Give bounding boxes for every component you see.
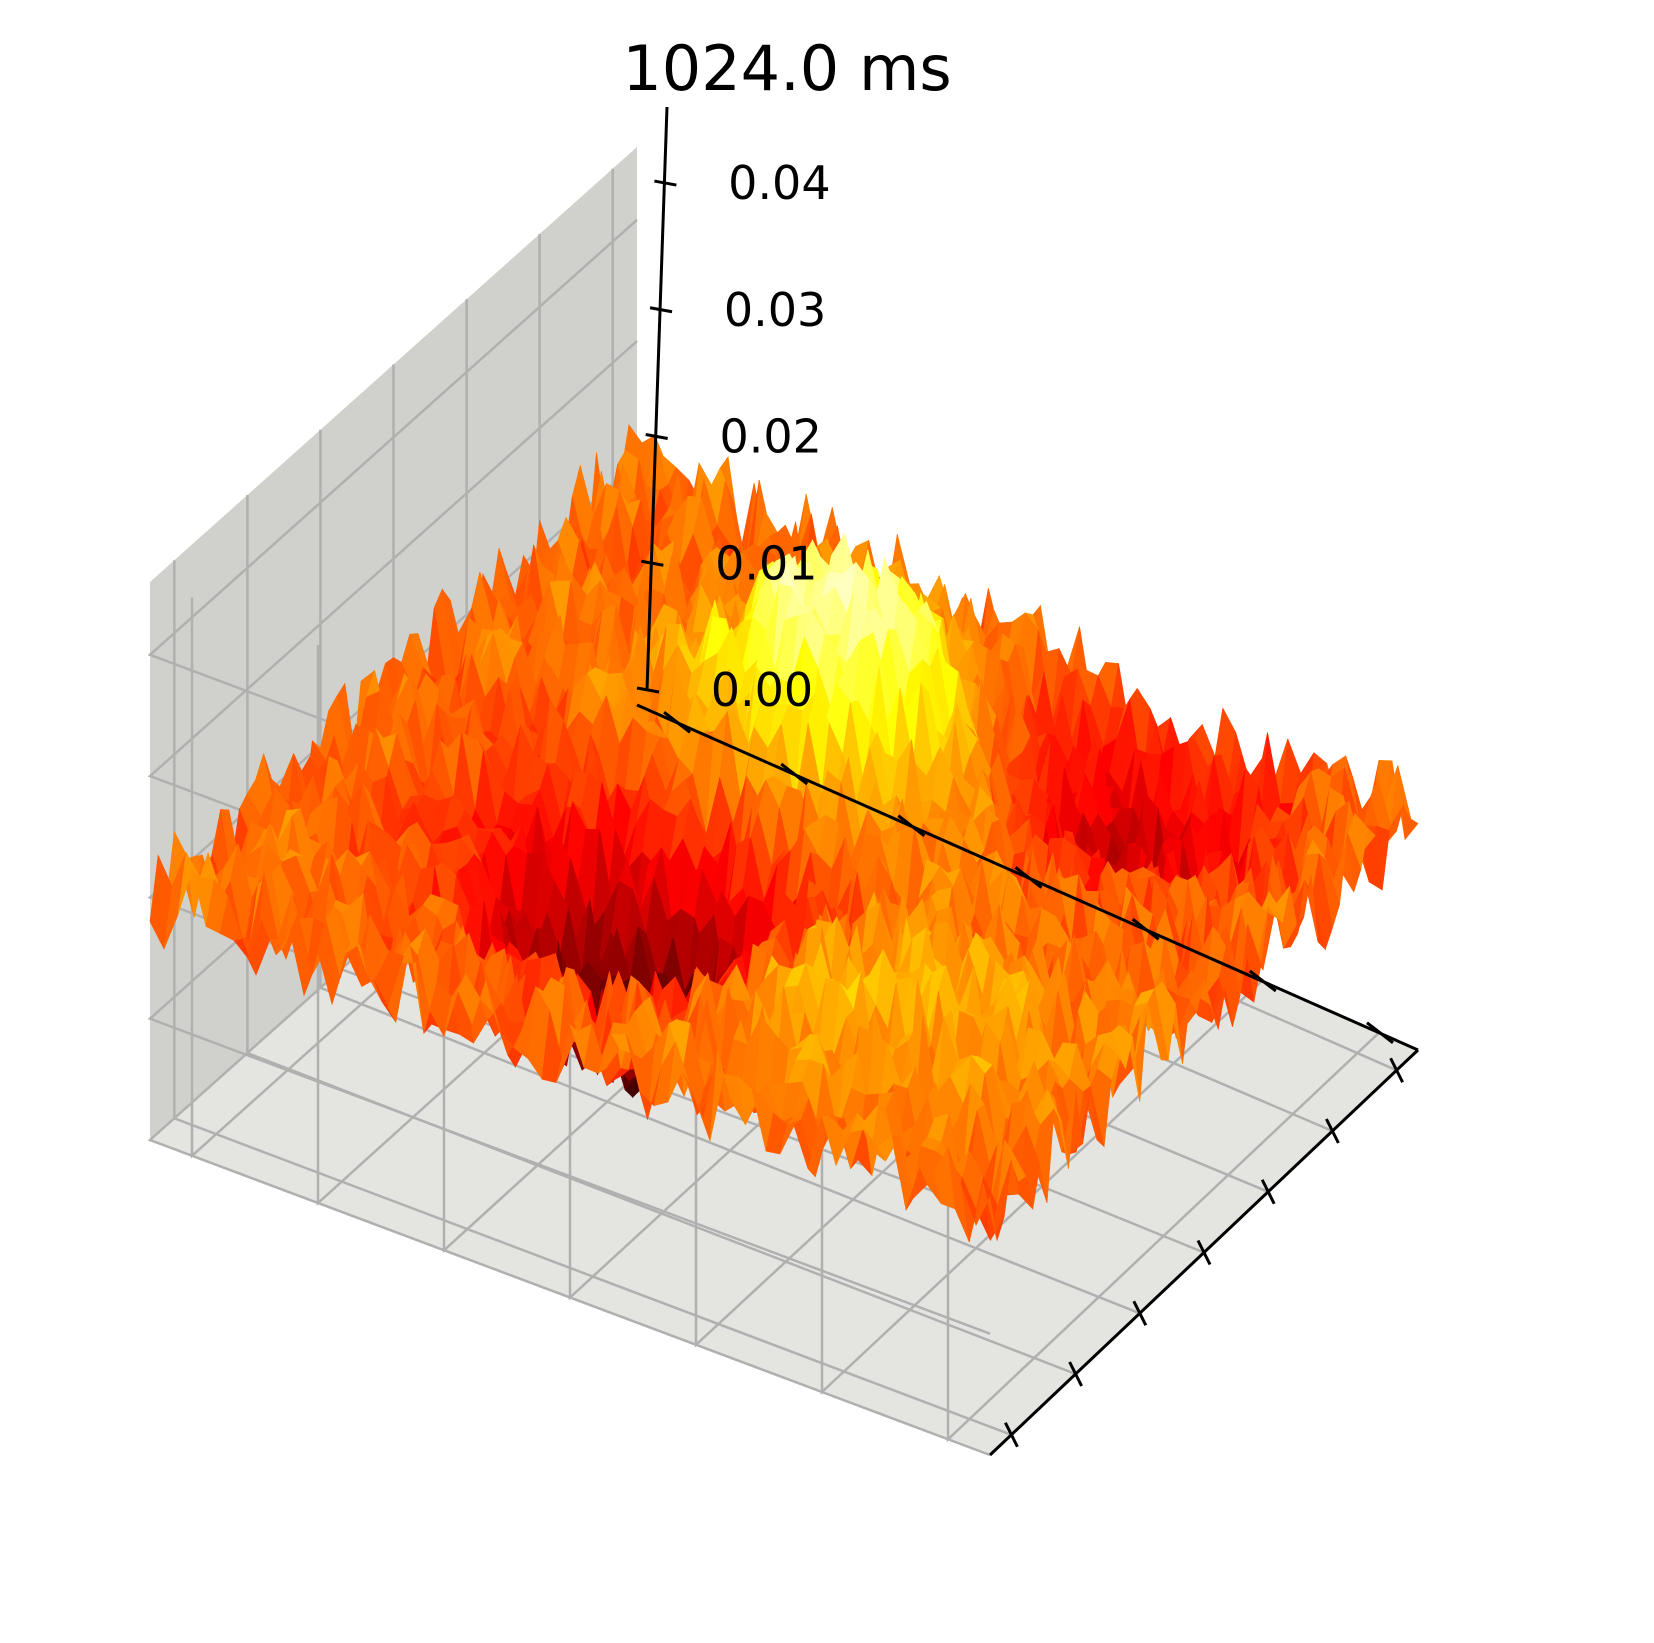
chart-title: 1024.0 ms <box>622 32 951 105</box>
x-tick <box>1260 1179 1276 1205</box>
x-tick <box>1132 1300 1148 1326</box>
z-tick <box>649 306 673 314</box>
surface-patch <box>975 1183 998 1241</box>
z-tick <box>641 559 664 567</box>
z-tick <box>636 686 660 694</box>
z-tick-label: 0.03 <box>724 283 826 337</box>
z-axis-line <box>645 106 669 691</box>
y-tick <box>1014 866 1043 889</box>
z-tick-label: 0.00 <box>711 663 813 717</box>
x-tick <box>1196 1239 1212 1266</box>
z-tick <box>645 433 668 440</box>
z-tick-label: 0.04 <box>728 156 830 210</box>
y-tick <box>1248 969 1277 993</box>
y-tick <box>780 762 809 786</box>
x-tick <box>1004 1422 1019 1448</box>
x-tick <box>1068 1361 1083 1387</box>
y-tick <box>1366 1021 1394 1044</box>
y-tick <box>663 711 691 734</box>
y-tick <box>897 814 926 837</box>
surface-plot <box>149 424 1419 1243</box>
x-tick <box>1325 1118 1340 1144</box>
x-tick <box>1389 1057 1404 1083</box>
z-tick-label: 0.02 <box>719 410 821 464</box>
z-tick <box>654 179 677 187</box>
y-tick <box>1131 918 1160 941</box>
axis-ticks: 0.00 0.01 0.02 0.03 0.04 <box>636 156 1404 1448</box>
z-tick-label: 0.01 <box>715 536 817 590</box>
